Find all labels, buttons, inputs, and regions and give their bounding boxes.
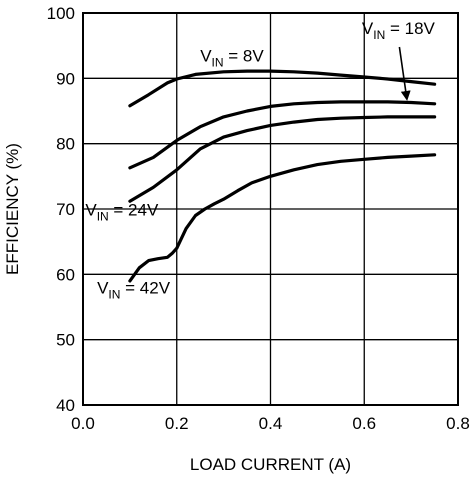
- series-label-3: VIN = 42V: [97, 278, 171, 301]
- series-label-2: VIN = 24V: [85, 201, 159, 224]
- x-tick-label: 0.6: [352, 414, 376, 433]
- y-tick-label: 90: [56, 69, 75, 88]
- series-label-1: VIN = 18V: [362, 19, 436, 42]
- tick-labels: 0.0 0.2 0.4 0.6 0.8 40 50 60 70 80 90 100: [47, 4, 470, 433]
- y-axis-label: EFFICIENCY (%): [3, 143, 22, 275]
- x-tick-label: 0.8: [446, 414, 470, 433]
- y-tick-label: 60: [56, 265, 75, 284]
- y-tick-label: 40: [56, 396, 75, 415]
- y-tick-label: 70: [56, 200, 75, 219]
- series-lines: [128, 69, 437, 283]
- x-axis-label: LOAD CURRENT (A): [190, 455, 351, 474]
- series-arrow-1: [398, 46, 411, 101]
- y-tick-label: 80: [56, 135, 75, 154]
- series-line-3: [128, 153, 437, 283]
- series-label-0: VIN = 8V: [200, 46, 264, 69]
- y-tick-label: 50: [56, 331, 75, 350]
- series-line-2: [128, 115, 437, 203]
- series-line-0: [128, 69, 437, 108]
- y-tick-label: 100: [47, 4, 75, 23]
- x-tick-label: 0.2: [165, 414, 189, 433]
- series-labels: VIN = 8V VIN = 18V VIN = 24V VIN = 42V: [85, 19, 435, 301]
- x-tick-label: 0.4: [259, 414, 283, 433]
- series-line-1: [128, 100, 437, 170]
- plot-frame: [82, 12, 459, 406]
- x-tick-label: 0.0: [71, 414, 95, 433]
